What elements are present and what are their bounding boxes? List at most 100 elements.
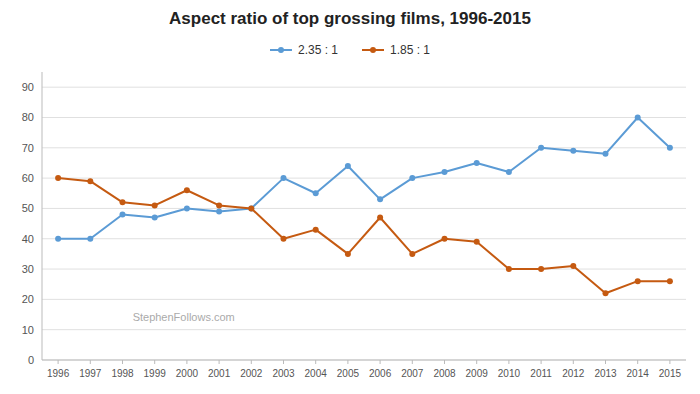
- x-tick-label: 2006: [369, 368, 392, 379]
- point: [55, 175, 61, 181]
- legend-item: 2.35 : 1: [270, 43, 338, 57]
- x-tick-label: 2007: [401, 368, 424, 379]
- x-tick: [90, 360, 91, 364]
- point: [603, 290, 609, 296]
- point: [281, 175, 287, 181]
- watermark: StephenFollows.com: [133, 311, 235, 323]
- x-tick-label: 2003: [272, 368, 295, 379]
- x-tick: [508, 360, 509, 364]
- point: [281, 236, 287, 242]
- y-tick-label: 10: [22, 324, 34, 336]
- x-tick: [122, 360, 123, 364]
- x-tick-label: 2009: [466, 368, 489, 379]
- x-tick-label: 2013: [594, 368, 617, 379]
- y-tick-label: 60: [22, 172, 34, 184]
- y-axis-line: [42, 72, 43, 360]
- x-tick: [637, 360, 638, 364]
- x-tick: [186, 360, 187, 364]
- y-tick-label: 0: [28, 354, 34, 366]
- y-tick-label: 50: [22, 202, 34, 214]
- point: [55, 236, 61, 242]
- x-tick-label: 1998: [111, 368, 134, 379]
- grid-line: [42, 269, 686, 270]
- point: [345, 163, 351, 169]
- x-tick-label: 2005: [337, 368, 360, 379]
- x-tick: [283, 360, 284, 364]
- point: [603, 151, 609, 157]
- x-tick: [476, 360, 477, 364]
- x-tick: [380, 360, 381, 364]
- series-line: [58, 117, 670, 238]
- x-axis-line: [42, 360, 686, 361]
- y-axis: 0102030405060708090: [22, 72, 42, 366]
- point: [248, 205, 254, 211]
- y-tick-label: 40: [22, 233, 34, 245]
- x-tick-label: 2002: [240, 368, 263, 379]
- x-tick: [573, 360, 574, 364]
- legend-marker: [370, 47, 376, 53]
- legend-marker: [278, 47, 284, 53]
- point: [409, 175, 415, 181]
- x-tick: [444, 360, 445, 364]
- point: [345, 251, 351, 257]
- point: [377, 215, 383, 221]
- point: [120, 211, 126, 217]
- point: [635, 278, 641, 284]
- point: [120, 199, 126, 205]
- point: [152, 215, 158, 221]
- point: [667, 278, 673, 284]
- point: [184, 187, 190, 193]
- point: [313, 227, 319, 233]
- x-axis: 1996199719981999200020012002200320042005…: [42, 360, 686, 379]
- point: [635, 114, 641, 120]
- x-tick-label: 2004: [305, 368, 328, 379]
- x-tick-label: 2010: [498, 368, 521, 379]
- point: [442, 236, 448, 242]
- x-tick: [412, 360, 413, 364]
- point: [570, 148, 576, 154]
- point: [313, 190, 319, 196]
- x-tick-label: 2001: [208, 368, 231, 379]
- x-tick-label: 2012: [562, 368, 585, 379]
- legend: 2.35 : 1 1.85 : 1: [270, 43, 430, 57]
- x-tick: [605, 360, 606, 364]
- series-line: [58, 178, 670, 293]
- grid-line: [42, 329, 686, 330]
- point: [667, 145, 673, 151]
- point: [152, 202, 158, 208]
- point: [248, 205, 254, 211]
- x-tick-label: 1999: [144, 368, 167, 379]
- point: [87, 178, 93, 184]
- grid-line: [42, 360, 686, 361]
- point: [538, 145, 544, 151]
- point: [506, 266, 512, 272]
- x-tick-label: 2014: [627, 368, 650, 379]
- x-tick-label: 2008: [433, 368, 456, 379]
- point: [474, 160, 480, 166]
- x-tick-label: 2011: [530, 368, 552, 379]
- point: [184, 205, 190, 211]
- point: [216, 202, 222, 208]
- point: [377, 196, 383, 202]
- grid-line: [42, 208, 686, 209]
- legend-item: 1.85 : 1: [362, 43, 430, 57]
- x-tick-label: 2015: [659, 368, 682, 379]
- point: [216, 208, 222, 214]
- y-tick-label: 70: [22, 142, 34, 154]
- series: [55, 114, 673, 241]
- point: [442, 169, 448, 175]
- legend-label: 1.85 : 1: [390, 43, 430, 57]
- point: [87, 236, 93, 242]
- x-tick-label: 2000: [176, 368, 199, 379]
- point: [409, 251, 415, 257]
- grid-line: [42, 238, 686, 239]
- grid-line: [42, 117, 686, 118]
- x-tick: [541, 360, 542, 364]
- series: [55, 175, 673, 296]
- y-tick-label: 90: [22, 81, 34, 93]
- x-tick: [669, 360, 670, 364]
- y-tick-label: 30: [22, 263, 34, 275]
- grid-line: [42, 178, 686, 179]
- y-tick-label: 80: [22, 111, 34, 123]
- x-tick: [347, 360, 348, 364]
